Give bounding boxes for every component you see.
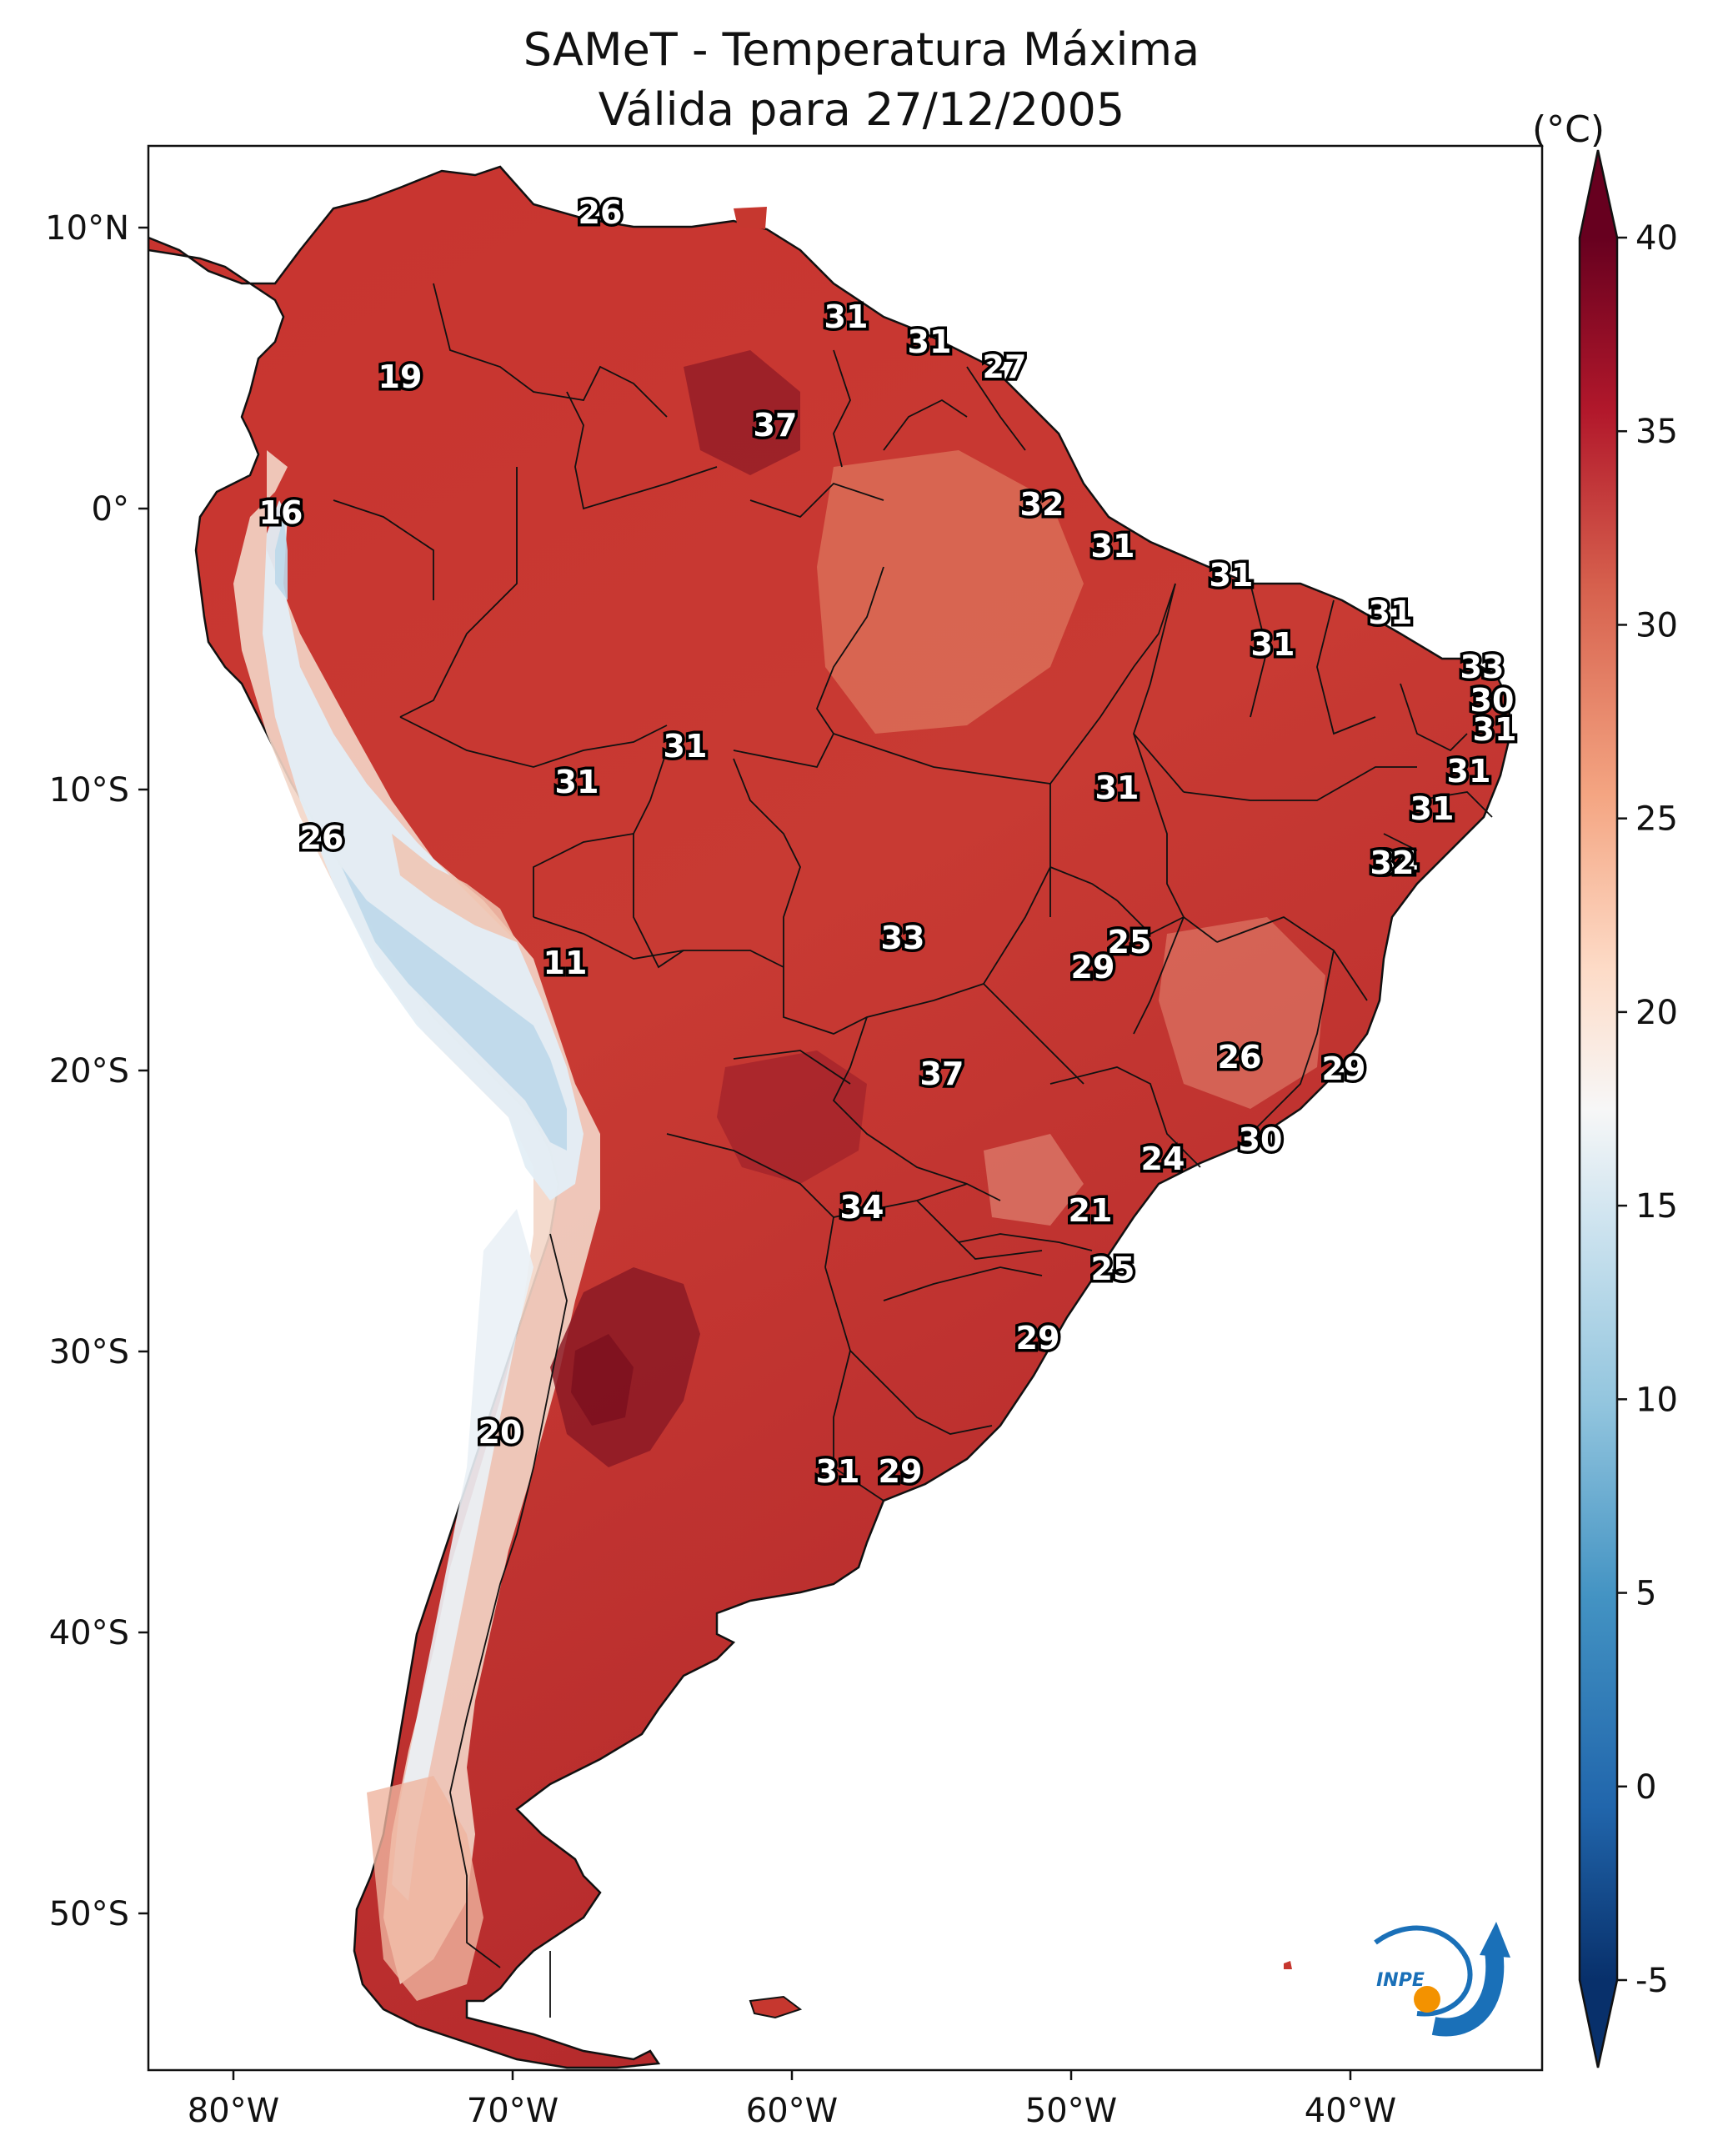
station-value-label: 30: [1470, 682, 1515, 719]
map-title: SAMeT - Temperatura Máxima: [523, 23, 1200, 76]
lat-label: 0°: [92, 490, 129, 529]
lon-label: 80°W: [188, 2092, 279, 2130]
station-value-label: 26: [1218, 1039, 1262, 1075]
station-value-label: 20: [478, 1414, 523, 1451]
colorbar-unit: (°C): [1532, 108, 1605, 151]
colorbar: 40 35 30 25 20 15 10 5 0 -5: [1578, 149, 1678, 2068]
colorbar-tick-label: 0: [1635, 1768, 1656, 1807]
station-value-label: 25: [1108, 924, 1152, 960]
lat-label: 50°S: [49, 1895, 129, 1933]
inpe-logo: INPE: [1374, 1922, 1510, 2037]
lat-label: 20°S: [49, 1052, 129, 1091]
station-value-label: 33: [1460, 649, 1505, 685]
colorbar-tick-label: 35: [1635, 413, 1678, 451]
colorbar-tick-label: 15: [1635, 1187, 1678, 1226]
station-value-label: 31: [1210, 557, 1254, 594]
station-value-label: 31: [1251, 626, 1295, 663]
station-value-label: 31: [1410, 790, 1455, 827]
station-value-label: 31: [1369, 594, 1413, 631]
island: [734, 207, 767, 229]
lat-label: 10°S: [49, 771, 129, 810]
colorbar-tick-label: 40: [1635, 219, 1678, 258]
station-value-label: 31: [1447, 753, 1491, 790]
station-value-label: 19: [378, 358, 423, 395]
lon-label: 40°W: [1305, 2092, 1396, 2130]
lat-label: 30°S: [49, 1333, 129, 1371]
borders: [333, 283, 1493, 2018]
lon-label: 70°W: [467, 2092, 558, 2130]
station-value-label: 16: [259, 494, 303, 531]
station-value-label: 26: [300, 820, 344, 856]
station-value-label: 29: [1071, 949, 1115, 985]
colorbar-tick-label: 30: [1635, 606, 1678, 644]
station-value-label: 24: [1141, 1141, 1185, 1177]
station-value-label: 26: [579, 194, 623, 231]
land-mass: [148, 165, 1512, 2069]
colorbar-tick-label: 5: [1635, 1575, 1656, 1613]
station-value-label: 27: [983, 348, 1027, 385]
colorbar-tick-label: 25: [1635, 800, 1678, 839]
station-value-label: 34: [840, 1189, 884, 1226]
station-value-label: 29: [1322, 1050, 1366, 1087]
station-value-label: 31: [555, 764, 599, 800]
station-value-label: 29: [879, 1453, 923, 1490]
station-value-label: 34: [1375, 845, 1419, 881]
station-value-label: 31: [816, 1453, 860, 1490]
lat-label: 40°S: [49, 1614, 129, 1652]
island: [1284, 1961, 1292, 1969]
station-value-label: 37: [754, 407, 798, 444]
station-value-label: 31: [908, 323, 952, 360]
station-value-label: 31: [1473, 711, 1517, 748]
station-value-label: 31: [824, 298, 869, 335]
station-value-label: 32: [1370, 845, 1415, 881]
colorbar-tick-label: -5: [1635, 1962, 1669, 2000]
station-value-label: 31: [1091, 528, 1135, 564]
colorbar-tick-label: 20: [1635, 994, 1678, 1032]
map-subtitle: Válida para 27/12/2005: [598, 83, 1125, 136]
lon-label: 50°W: [1025, 2092, 1117, 2130]
lon-label: 60°W: [746, 2092, 838, 2130]
station-value-label: 37: [920, 1055, 964, 1092]
colorbar-tick-label: 10: [1635, 1381, 1678, 1419]
lat-label: 10°N: [45, 209, 129, 248]
station-value-label: 31: [664, 728, 708, 765]
station-value-label: 32: [1020, 486, 1064, 523]
station-value-label: 31: [1095, 770, 1139, 806]
logo-text: INPE: [1376, 1970, 1425, 1991]
station-value-label: 25: [1091, 1251, 1135, 1287]
island: [749, 1995, 803, 2019]
station-value-label: 30: [1239, 1121, 1283, 1158]
station-value-label: 29: [1016, 1320, 1060, 1356]
station-value-label: 21: [1069, 1192, 1113, 1229]
station-value-label: 33: [881, 920, 925, 956]
station-value-label: 11: [543, 945, 588, 981]
